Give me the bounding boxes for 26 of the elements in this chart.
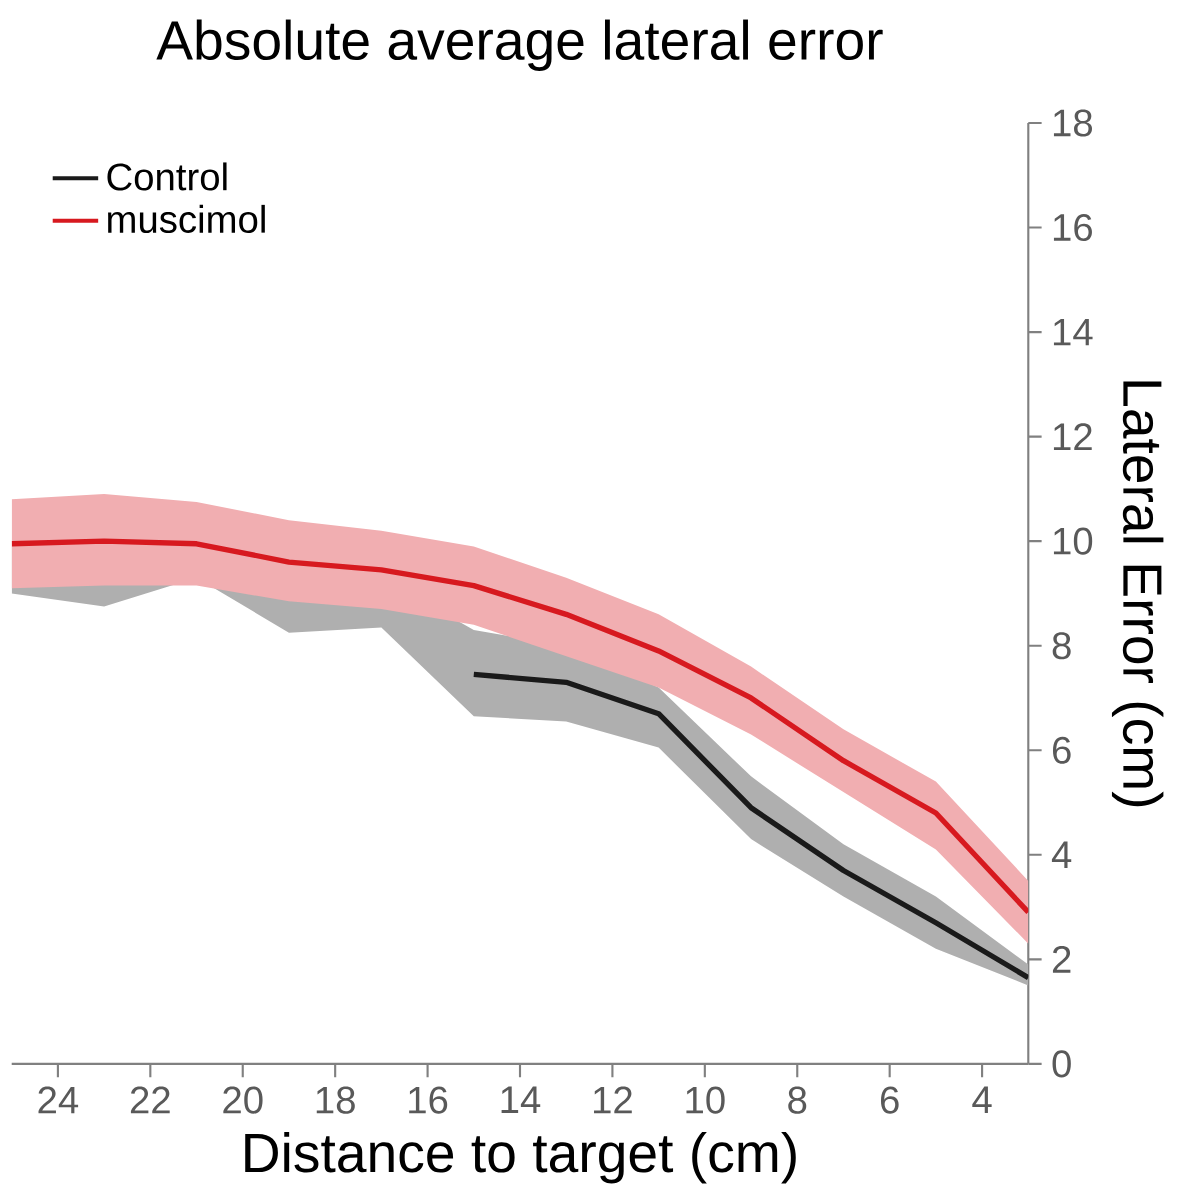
legend-label: Control xyxy=(107,162,227,191)
y-tick-label: 6 xyxy=(1053,736,1071,764)
legend-label: muscimol xyxy=(108,204,265,234)
y-tick-label: 16 xyxy=(1053,213,1092,242)
x-axis-title: Distance to target (cm) xyxy=(245,1132,796,1184)
y-axis-title: Lateral Error (cm) xyxy=(1111,381,1164,807)
x-tick-label: 12 xyxy=(594,1086,632,1114)
x-tick-label: 20 xyxy=(223,1086,263,1114)
y-tick-label: 12 xyxy=(1053,423,1092,451)
y-tick-label: 0 xyxy=(1052,1050,1071,1078)
y-tick-label: 14 xyxy=(1053,318,1093,346)
chart-title: Absolute average lateral error xyxy=(156,19,883,71)
x-tick-label: 16 xyxy=(409,1086,448,1114)
x-tick-label: 22 xyxy=(130,1086,170,1114)
y-tick-label: 10 xyxy=(1053,527,1093,555)
x-tick-label: 6 xyxy=(881,1086,899,1114)
y-tick-label: 4 xyxy=(1051,841,1072,868)
x-tick-label: 4 xyxy=(972,1086,992,1113)
x-tick-label: 24 xyxy=(38,1086,79,1114)
y-tick-label: 2 xyxy=(1052,945,1071,973)
y-tick-label: 8 xyxy=(1052,632,1071,660)
x-tick-label: 14 xyxy=(501,1086,541,1113)
x-tick-label: 8 xyxy=(788,1086,807,1114)
x-tick-label: 10 xyxy=(686,1086,725,1114)
y-tick-label: 18 xyxy=(1053,109,1093,137)
x-tick-label: 18 xyxy=(316,1086,355,1114)
